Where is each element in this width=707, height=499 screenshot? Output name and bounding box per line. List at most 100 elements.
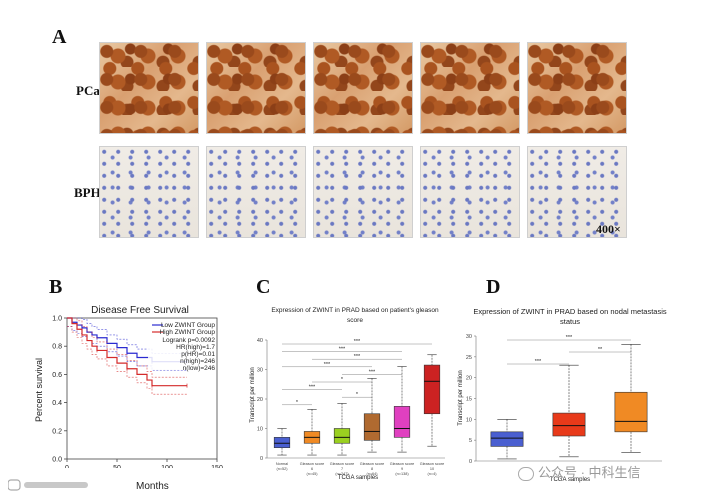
nodal-boxes: [490, 344, 648, 460]
nodal-x-label: TCGA samples: [550, 477, 590, 483]
nodal-axes: 0 5 10 15 20 25 30: [466, 334, 662, 465]
panel-a-letter: A: [52, 26, 67, 48]
gleason-significance-label: ***: [354, 339, 361, 345]
gleason-category-label-cont: 7: [341, 467, 343, 471]
gleason-category-labels: Normal(n=52)Gleason score6(n=45)Gleason …: [276, 462, 444, 476]
nodal-y-tick-label: 25: [466, 355, 472, 361]
gleason-category-label: Gleason score: [420, 462, 444, 466]
gleason-category-count: (n=52): [276, 467, 288, 471]
gleason-category-label: Gleason score: [360, 462, 384, 466]
gleason-category-label-cont: 6: [311, 467, 313, 471]
gleason-significance-label: ***: [354, 354, 361, 360]
survival-y-label: Percent survival: [34, 358, 44, 422]
survival-x-tick-label: 150: [211, 465, 223, 468]
panel-b-letter: B: [49, 276, 63, 298]
survival-y-tick-label: 0.4: [52, 400, 62, 407]
bph-micrograph-5: [527, 146, 627, 238]
legend-low-label: Low ZWINT Group: [161, 322, 215, 329]
gleason-significance-label: ***: [339, 347, 346, 353]
gleason-category-count: (n=64): [366, 472, 378, 476]
survival-legend-box: [148, 320, 216, 370]
gleason-y-label: Transcript per million: [250, 367, 256, 422]
nodal-significance-label: **: [598, 347, 603, 353]
gleason-significance-label: *: [356, 392, 359, 398]
gleason-category-label-cont: 10: [430, 467, 434, 471]
survival-y-tick-label: 0.8: [52, 344, 62, 351]
survival-y-tick-label: 0.0: [52, 457, 62, 464]
high-group-ci-line: [67, 317, 187, 378]
gleason-significance-label: *: [341, 377, 344, 383]
gleason-box: [273, 437, 291, 448]
nodal-significance-label: ***: [535, 359, 542, 365]
nodal-box: [614, 391, 648, 433]
survival-x-tick-label: 0: [65, 465, 69, 468]
gleason-y-tick-label: 30: [257, 368, 263, 374]
bph-micrograph-4: [420, 146, 520, 238]
stat-logrank: Logrank p=0.0092: [162, 337, 215, 344]
gleason-category-label: Gleason score: [330, 462, 354, 466]
wechat-icon: [518, 466, 534, 481]
nodal-y-tick-label: 5: [469, 438, 472, 444]
legend-high-label: High ZWINT Group: [159, 329, 215, 336]
survival-x-tick-label: 50: [113, 465, 121, 468]
gleason-y-tick-label: 0: [260, 456, 263, 462]
pca-micrograph-3: [313, 42, 413, 134]
watermark-wechat: 公众号 · 中科生信: [518, 462, 641, 481]
survival-y-ticks: 0.0 0.2 0.4 0.6 0.8 1.0: [52, 316, 67, 464]
gleason-y-tick-label: 20: [257, 397, 263, 403]
gleason-category-label: Normal: [276, 462, 288, 466]
nodal-y-tick-label: 15: [466, 397, 472, 403]
gleason-title-line-2: score: [347, 317, 363, 324]
gleason-y-tick-label: 40: [257, 338, 263, 344]
nodal-y-tick-label: 10: [466, 417, 472, 423]
survival-x-label: Months: [136, 481, 169, 492]
nodal-title-line-1: Expression of ZWINT in PRAD based on nod…: [473, 307, 667, 316]
bph-micrograph-1: [99, 146, 199, 238]
panel-c-letter: C: [256, 276, 271, 298]
nodal-significance-label: ***: [566, 335, 573, 341]
nodal-y-tick-label: 0: [469, 459, 472, 465]
survival-y-tick-label: 0.2: [52, 428, 62, 435]
nodal-box: [490, 431, 524, 447]
stat-n-high: n(high)=246: [180, 358, 215, 365]
stat-n-low: n(low)=246: [183, 365, 216, 372]
gleason-boxes: [273, 354, 441, 456]
high-group-curve: [67, 317, 187, 387]
gleason-category-count: (n=45): [306, 472, 318, 476]
gleason-title-line-1: Expression of ZWINT in PRAD based on pat…: [271, 307, 439, 314]
pca-micrograph-5: [527, 42, 627, 134]
stat-p-hr: p(HR)=0.01: [181, 351, 215, 358]
gleason-box: [363, 413, 381, 441]
row-label-bph: BPH: [74, 185, 101, 200]
nodal-boxplot: Expression of ZWINT in PRAD based on nod…: [458, 307, 667, 483]
nodal-y-tick-label: 30: [466, 334, 472, 340]
gleason-category-count: (n=4): [428, 472, 438, 476]
gleason-box: [393, 406, 411, 438]
gleason-x-label: TCGA samples: [338, 475, 378, 481]
gleason-significance-label: ***: [324, 362, 331, 368]
gleason-category-count: (n=247): [335, 472, 349, 476]
watermark-logo-bottom-left: [7, 478, 93, 492]
survival-plot-frame: [66, 317, 218, 460]
gleason-significance-brackets: *********************: [282, 339, 432, 406]
nodal-significance-brackets: ********: [507, 335, 631, 365]
gleason-category-label-cont: 9: [401, 467, 403, 471]
pca-micrograph-1: [99, 42, 199, 134]
pca-micrograph-4: [420, 42, 520, 134]
bph-micrograph-3: [313, 146, 413, 238]
nodal-y-label: Transcript per million: [458, 370, 464, 425]
gleason-category-label-cont: 8: [371, 467, 373, 471]
watermark-wechat-text: 公众号 · 中科生信: [538, 465, 641, 480]
survival-y-tick-label: 1.0: [52, 316, 62, 323]
high-group-ci-line: [67, 326, 187, 395]
gleason-box: [333, 428, 351, 444]
gleason-significance-label: ***: [369, 369, 376, 375]
gleason-significance-label: *: [296, 400, 299, 406]
nodal-y-tick-label: 20: [466, 376, 472, 382]
nodal-box: [552, 412, 586, 437]
gleason-category-label: Gleason score: [300, 462, 324, 466]
bph-micrograph-2: [206, 146, 306, 238]
survival-x-tick-label: 100: [161, 465, 173, 468]
stat-hr: HR(high)=1.7: [176, 344, 215, 351]
gleason-significance-label: ***: [309, 385, 316, 391]
